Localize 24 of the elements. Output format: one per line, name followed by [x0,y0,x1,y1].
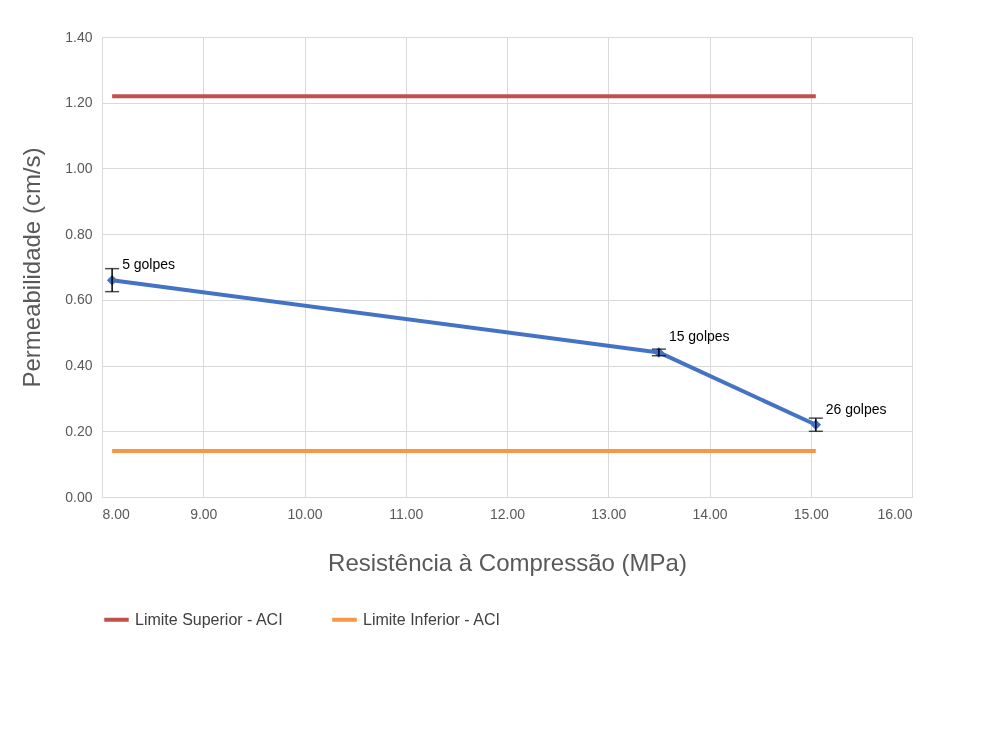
x-tick-label: 14.00 [692,505,728,522]
legend-label: Limite Inferior - ACI [363,610,500,628]
x-tick-label: 15.00 [793,505,829,522]
y-axis-title: Permeabilidade (cm/s) [18,147,46,388]
x-tick-label: 11.00 [389,505,424,522]
x-tick-label: 8.00 [102,505,130,522]
x-tick-label: 13.00 [591,505,627,522]
x-tick-label: 16.00 [877,505,913,522]
annotation: 5 golpes [122,256,176,273]
y-tick-label: 0.60 [65,291,93,308]
x-tick-label: 9.00 [190,505,218,522]
x-tick-label: 10.00 [287,505,323,522]
legend-label: Limite Superior - ACI [135,610,283,628]
y-tick-label: 0.00 [65,488,93,505]
annotation: 26 golpes [825,400,887,417]
annotation: 15 golpes [668,328,730,345]
y-tick-label: 1.20 [65,94,93,111]
y-tick-label: 1.40 [65,28,93,45]
x-tick-label: 12.00 [489,505,526,522]
y-tick-label: 0.20 [65,422,93,439]
y-tick-label: 0.40 [65,357,93,374]
x-axis-title: Resistência à Compressão (MPa) [328,548,687,576]
y-tick-label: 0.80 [65,225,93,242]
y-tick-label: 1.00 [65,159,93,176]
